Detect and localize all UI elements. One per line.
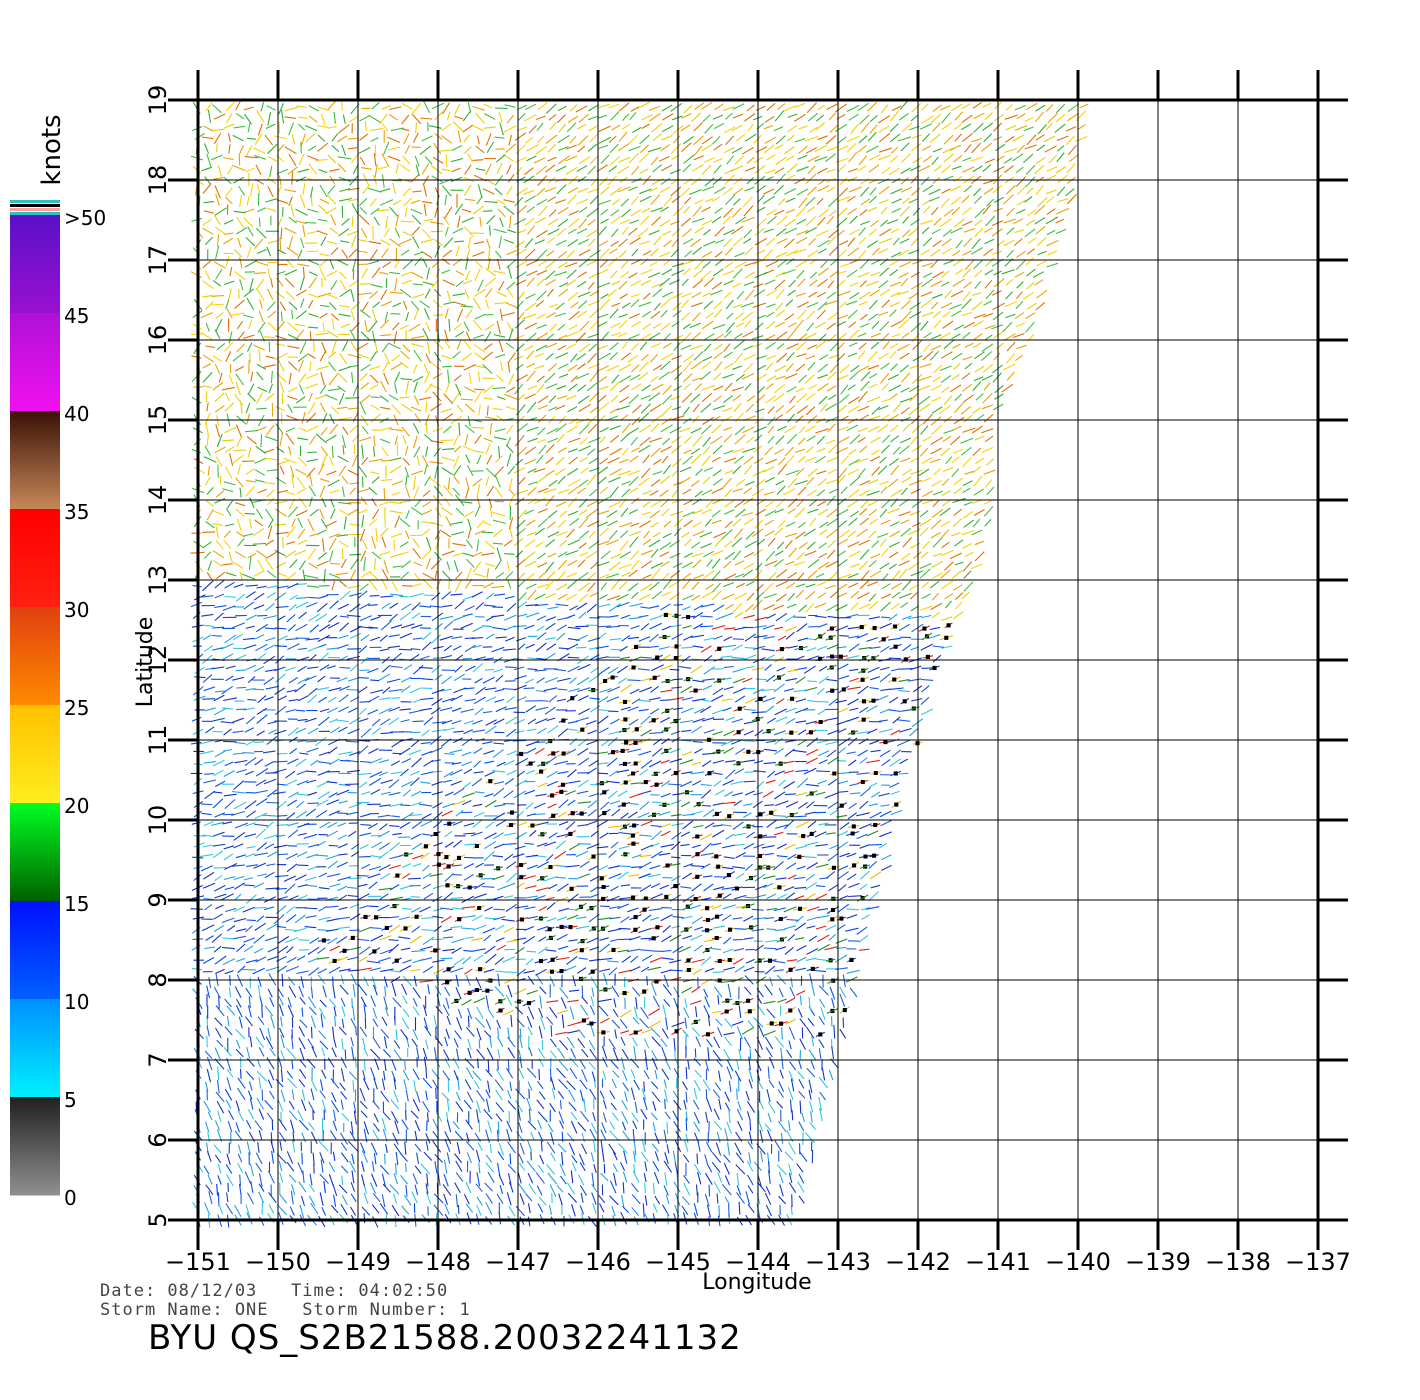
x-tick-label: −137 xyxy=(1285,1248,1351,1276)
x-tick-label: −149 xyxy=(325,1248,391,1276)
colorbar-band xyxy=(10,705,60,804)
product-title: BYU QS_S2B21588.20032241132 xyxy=(148,1318,742,1358)
y-tick-label: 6 xyxy=(144,1132,172,1147)
y-tick-label: 9 xyxy=(144,892,172,907)
date-time-line: Date: 08/12/03 Time: 04:02:50 xyxy=(100,1281,449,1301)
x-tick-label: −151 xyxy=(165,1248,231,1276)
x-tick-label: −141 xyxy=(965,1248,1031,1276)
y-tick-label: 10 xyxy=(144,805,172,836)
wind-vectors xyxy=(191,100,1075,613)
y-tick-label: 14 xyxy=(144,485,172,516)
y-tick-label: 8 xyxy=(144,972,172,987)
colorbar-stripe xyxy=(10,200,60,203)
colorbar-band xyxy=(10,215,60,314)
x-tick-label: −140 xyxy=(1045,1248,1111,1276)
wind-vectors xyxy=(191,581,930,1228)
x-tick-label: −148 xyxy=(405,1248,471,1276)
wind-vectors xyxy=(316,614,933,1037)
colorbar-legend: >50 45 40 35 30 25 20 15 10 5 0 xyxy=(10,200,106,1210)
colorbar-label: 40 xyxy=(64,402,89,426)
colorbar-label: 30 xyxy=(64,598,89,622)
y-tick-label: 13 xyxy=(144,565,172,596)
colorbar-label: 10 xyxy=(64,990,89,1014)
plot-frame xyxy=(196,98,1320,1222)
x-tick-label: −145 xyxy=(645,1248,711,1276)
colorbar-band xyxy=(10,607,60,706)
colorbar-band xyxy=(10,313,60,412)
wind-vectors xyxy=(190,584,944,1227)
colorbar-stripe xyxy=(10,204,60,207)
y-tick-label: 19 xyxy=(144,85,172,116)
colorbar-label: 20 xyxy=(64,794,89,818)
colorbar-label: 0 xyxy=(64,1186,77,1210)
y-tick-label: 17 xyxy=(144,245,172,276)
axis-tick-labels: −151 −150 −149 −148 −147 −146 −145 −144 −143 −142… xyxy=(144,85,1351,1276)
x-axis-label: Longitude xyxy=(702,1270,811,1295)
y-tick-label: 18 xyxy=(144,165,172,196)
x-tick-label: −147 xyxy=(485,1248,551,1276)
x-tick-label: −139 xyxy=(1125,1248,1191,1276)
x-tick-label: −150 xyxy=(245,1248,311,1276)
y-tick-label: 12 xyxy=(144,645,172,676)
y-tick-label: 11 xyxy=(144,725,172,756)
colorbar-label: 5 xyxy=(64,1088,77,1112)
lat-lon-grid xyxy=(168,70,1348,1250)
y-tick-label: 16 xyxy=(144,325,172,356)
colorbar-label: 35 xyxy=(64,500,89,524)
colorbar-band xyxy=(10,999,60,1098)
wind-vector-field xyxy=(190,100,1089,1229)
colorbar-label: 15 xyxy=(64,892,89,916)
colorbar-band xyxy=(10,509,60,608)
x-tick-label: −138 xyxy=(1205,1248,1271,1276)
y-tick-label: 5 xyxy=(144,1212,172,1227)
wind-vectors xyxy=(190,580,942,1228)
storm-info-line: Storm Name: ONE Storm Number: 1 xyxy=(100,1300,471,1320)
wind-vectors xyxy=(192,101,1069,622)
y-tick-label: 7 xyxy=(144,1052,172,1067)
wind-vectors xyxy=(190,100,1089,613)
y-tick-label: 15 xyxy=(144,405,172,436)
x-tick-label: −146 xyxy=(565,1248,631,1276)
colorbar-stripe xyxy=(10,208,60,211)
colorbar-band xyxy=(10,803,60,902)
wind-vectors xyxy=(190,101,1077,611)
colorbar-band xyxy=(10,901,60,1000)
x-tick-label: −144 xyxy=(725,1248,791,1276)
colorbar-label: >50 xyxy=(64,206,106,230)
wind-vectors xyxy=(190,579,935,1228)
colorbar-title: knots xyxy=(37,114,67,185)
wind-vectors xyxy=(190,101,1088,613)
x-tick-label: −143 xyxy=(805,1248,871,1276)
colorbar-band xyxy=(10,1097,60,1196)
colorbar-label: 25 xyxy=(64,696,89,720)
x-tick-label: −142 xyxy=(885,1248,951,1276)
colorbar-stripe xyxy=(10,212,60,215)
colorbar-label: 45 xyxy=(64,304,89,328)
colorbar-band xyxy=(10,411,60,510)
wind-vectors xyxy=(190,100,1080,612)
y-axis-label: Latitude xyxy=(133,617,158,708)
